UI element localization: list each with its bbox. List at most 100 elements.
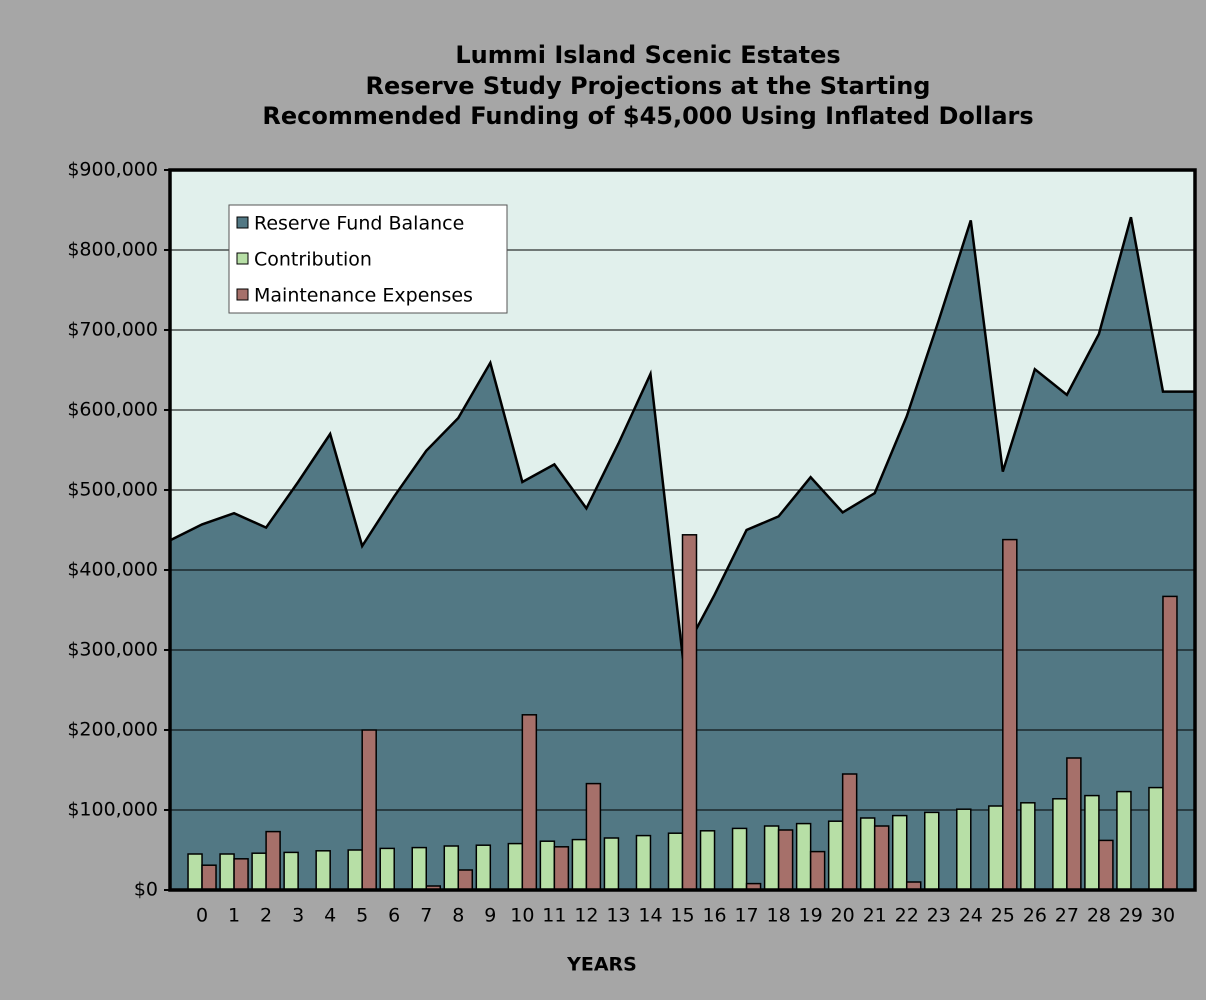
bar: [699, 830, 716, 891]
x-tick-label: 17: [734, 905, 758, 927]
bar: [667, 832, 684, 891]
bar: [507, 842, 524, 891]
bar: [924, 811, 940, 891]
y-tick-label: $200,000: [67, 719, 158, 741]
bar: [873, 825, 890, 891]
bar: [315, 850, 331, 891]
bar: [1162, 595, 1178, 891]
bar: [187, 853, 203, 891]
bar: [443, 845, 460, 891]
y-tick-label: $900,000: [67, 159, 158, 181]
x-tick-label: 25: [991, 905, 1015, 927]
bar: [1098, 839, 1114, 891]
bar: [777, 829, 794, 891]
bar: [956, 808, 972, 891]
legend-label: Maintenance Expenses: [254, 285, 473, 307]
bar: [361, 729, 377, 891]
x-tick-label: 20: [831, 905, 855, 927]
bar: [201, 864, 217, 891]
bar: [988, 805, 1004, 891]
x-tick-label: 15: [670, 905, 694, 927]
legend-swatch: [236, 252, 249, 265]
bar: [251, 852, 267, 891]
x-tick-label: 30: [1151, 905, 1175, 927]
bar: [585, 782, 602, 891]
bar: [1052, 798, 1068, 891]
bar: [521, 714, 538, 891]
legend-label: Reserve Fund Balance: [254, 213, 464, 235]
y-tick-label: $0: [134, 879, 158, 901]
y-tick-label: $600,000: [67, 399, 158, 421]
bar: [457, 869, 474, 891]
bar: [891, 814, 908, 891]
chart-title: Recommended Funding of $45,000 Using Inf…: [262, 102, 1033, 130]
bar: [1116, 790, 1132, 891]
legend-label: Contribution: [254, 249, 372, 271]
x-tick-label: 2: [260, 905, 272, 927]
x-tick-label: 7: [420, 905, 432, 927]
bar: [553, 846, 570, 891]
x-axis-title: YEARS: [566, 954, 637, 976]
bar: [219, 853, 235, 891]
bar: [379, 847, 395, 891]
x-tick-label: 4: [324, 905, 336, 927]
x-tick-label: 26: [1023, 905, 1047, 927]
x-tick-label: 28: [1087, 905, 1111, 927]
area: [170, 217, 1195, 890]
x-tick-label: 13: [606, 905, 630, 927]
bar: [1066, 757, 1082, 891]
bar: [603, 837, 620, 891]
bar: [265, 830, 281, 891]
chart-title: Lummi Island Scenic Estates: [455, 41, 840, 69]
y-tick-label: $800,000: [67, 239, 158, 261]
bar: [1002, 538, 1018, 891]
x-tick-label: 27: [1055, 905, 1079, 927]
x-tick-label: 24: [959, 905, 983, 927]
bar: [763, 825, 780, 891]
bar: [571, 838, 588, 891]
legend-swatch: [236, 216, 249, 229]
x-tick-label: 11: [542, 905, 566, 927]
x-tick-label: 16: [702, 905, 726, 927]
x-tick-label: 0: [196, 905, 208, 927]
bar: [283, 851, 299, 891]
x-tick-label: 21: [863, 905, 887, 927]
x-tick-label: 14: [638, 905, 662, 927]
bar: [411, 846, 427, 891]
bar: [1020, 802, 1036, 891]
x-tick-label: 18: [767, 905, 791, 927]
bar: [1148, 786, 1164, 891]
bar: [475, 844, 492, 891]
x-tick-label: 19: [799, 905, 823, 927]
y-tick-label: $700,000: [67, 319, 158, 341]
legend-swatch: [236, 288, 249, 301]
y-tick-label: $300,000: [67, 639, 158, 661]
bar: [681, 534, 698, 891]
x-tick-label: 5: [356, 905, 368, 927]
y-tick-label: $100,000: [67, 799, 158, 821]
x-tick-label: 3: [292, 905, 304, 927]
x-tick-label: 8: [452, 905, 464, 927]
bar: [859, 817, 876, 891]
x-tick-label: 23: [927, 905, 951, 927]
bar: [539, 840, 556, 891]
bar: [233, 858, 249, 891]
bar: [731, 827, 748, 891]
bar: [809, 850, 826, 891]
y-tick-label: $500,000: [67, 479, 158, 501]
x-tick-label: 9: [484, 905, 496, 927]
x-tick-label: 29: [1119, 905, 1143, 927]
y-tick-label: $400,000: [67, 559, 158, 581]
plot-border: [168, 168, 1197, 892]
x-tick-label: 22: [895, 905, 919, 927]
legend-box: [228, 204, 508, 314]
bar: [841, 773, 858, 891]
bar: [635, 834, 652, 891]
bar: [827, 820, 844, 891]
bar: [347, 849, 363, 891]
x-tick-label: 1: [228, 905, 240, 927]
chart-title: Reserve Study Projections at the Startin…: [366, 72, 931, 100]
x-tick-label: 6: [388, 905, 400, 927]
